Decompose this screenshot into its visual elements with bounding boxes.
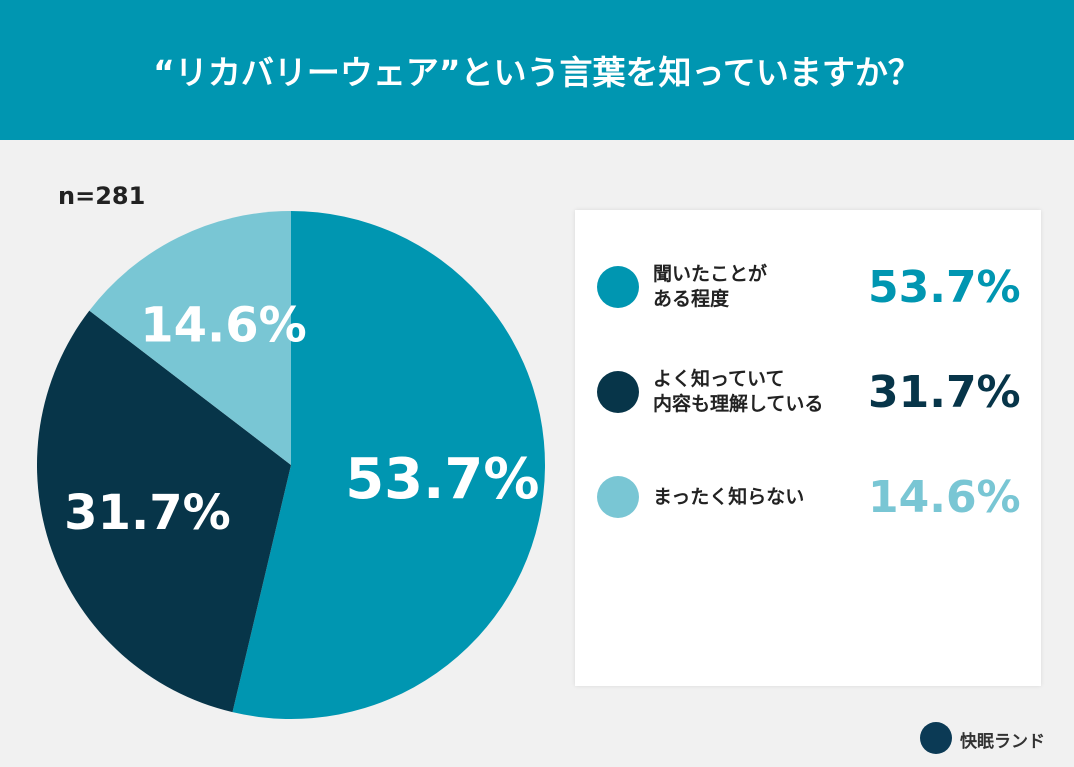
legend-label: よく知っていて 内容も理解している: [653, 368, 824, 415]
header: “リカバリーウェア”という言葉を知っていますか？: [0, 0, 1074, 140]
pie-chart: 53.7% 31.7% 14.6%: [37, 211, 546, 719]
legend-item: 聞いたことが ある程度 53.7%: [597, 252, 1027, 322]
brand: 快眠ランド: [960, 732, 1045, 752]
legend-item: まったく知らない 14.6%: [597, 462, 1027, 532]
slice-label: 14.6%: [140, 297, 307, 353]
legend-swatch: [597, 266, 639, 308]
pie-slice: [89, 211, 291, 465]
sample-size: n=281: [58, 182, 146, 210]
legend-label: まったく知らない: [653, 485, 805, 508]
legend-swatch: [597, 371, 639, 413]
legend-item: よく知っていて 内容も理解している 31.7%: [597, 357, 1027, 427]
legend: 聞いたことが ある程度 53.7% よく知っていて 内容も理解している 31.7% まっ…: [575, 210, 1041, 686]
pie-slice: [37, 310, 291, 713]
slice-label: 53.7%: [345, 447, 539, 512]
legend-swatch: [597, 476, 639, 518]
legend-value: 53.7%: [868, 261, 1021, 313]
pie-slice: [232, 211, 546, 719]
legend-value: 31.7%: [868, 366, 1021, 418]
slice-label: 31.7%: [64, 485, 231, 541]
logo: [920, 722, 952, 754]
chart-title: “リカバリーウェア”という言葉を知っていますか？: [153, 53, 921, 92]
legend-label: 聞いたことが ある程度: [653, 263, 768, 310]
legend-value: 14.6%: [868, 471, 1021, 523]
